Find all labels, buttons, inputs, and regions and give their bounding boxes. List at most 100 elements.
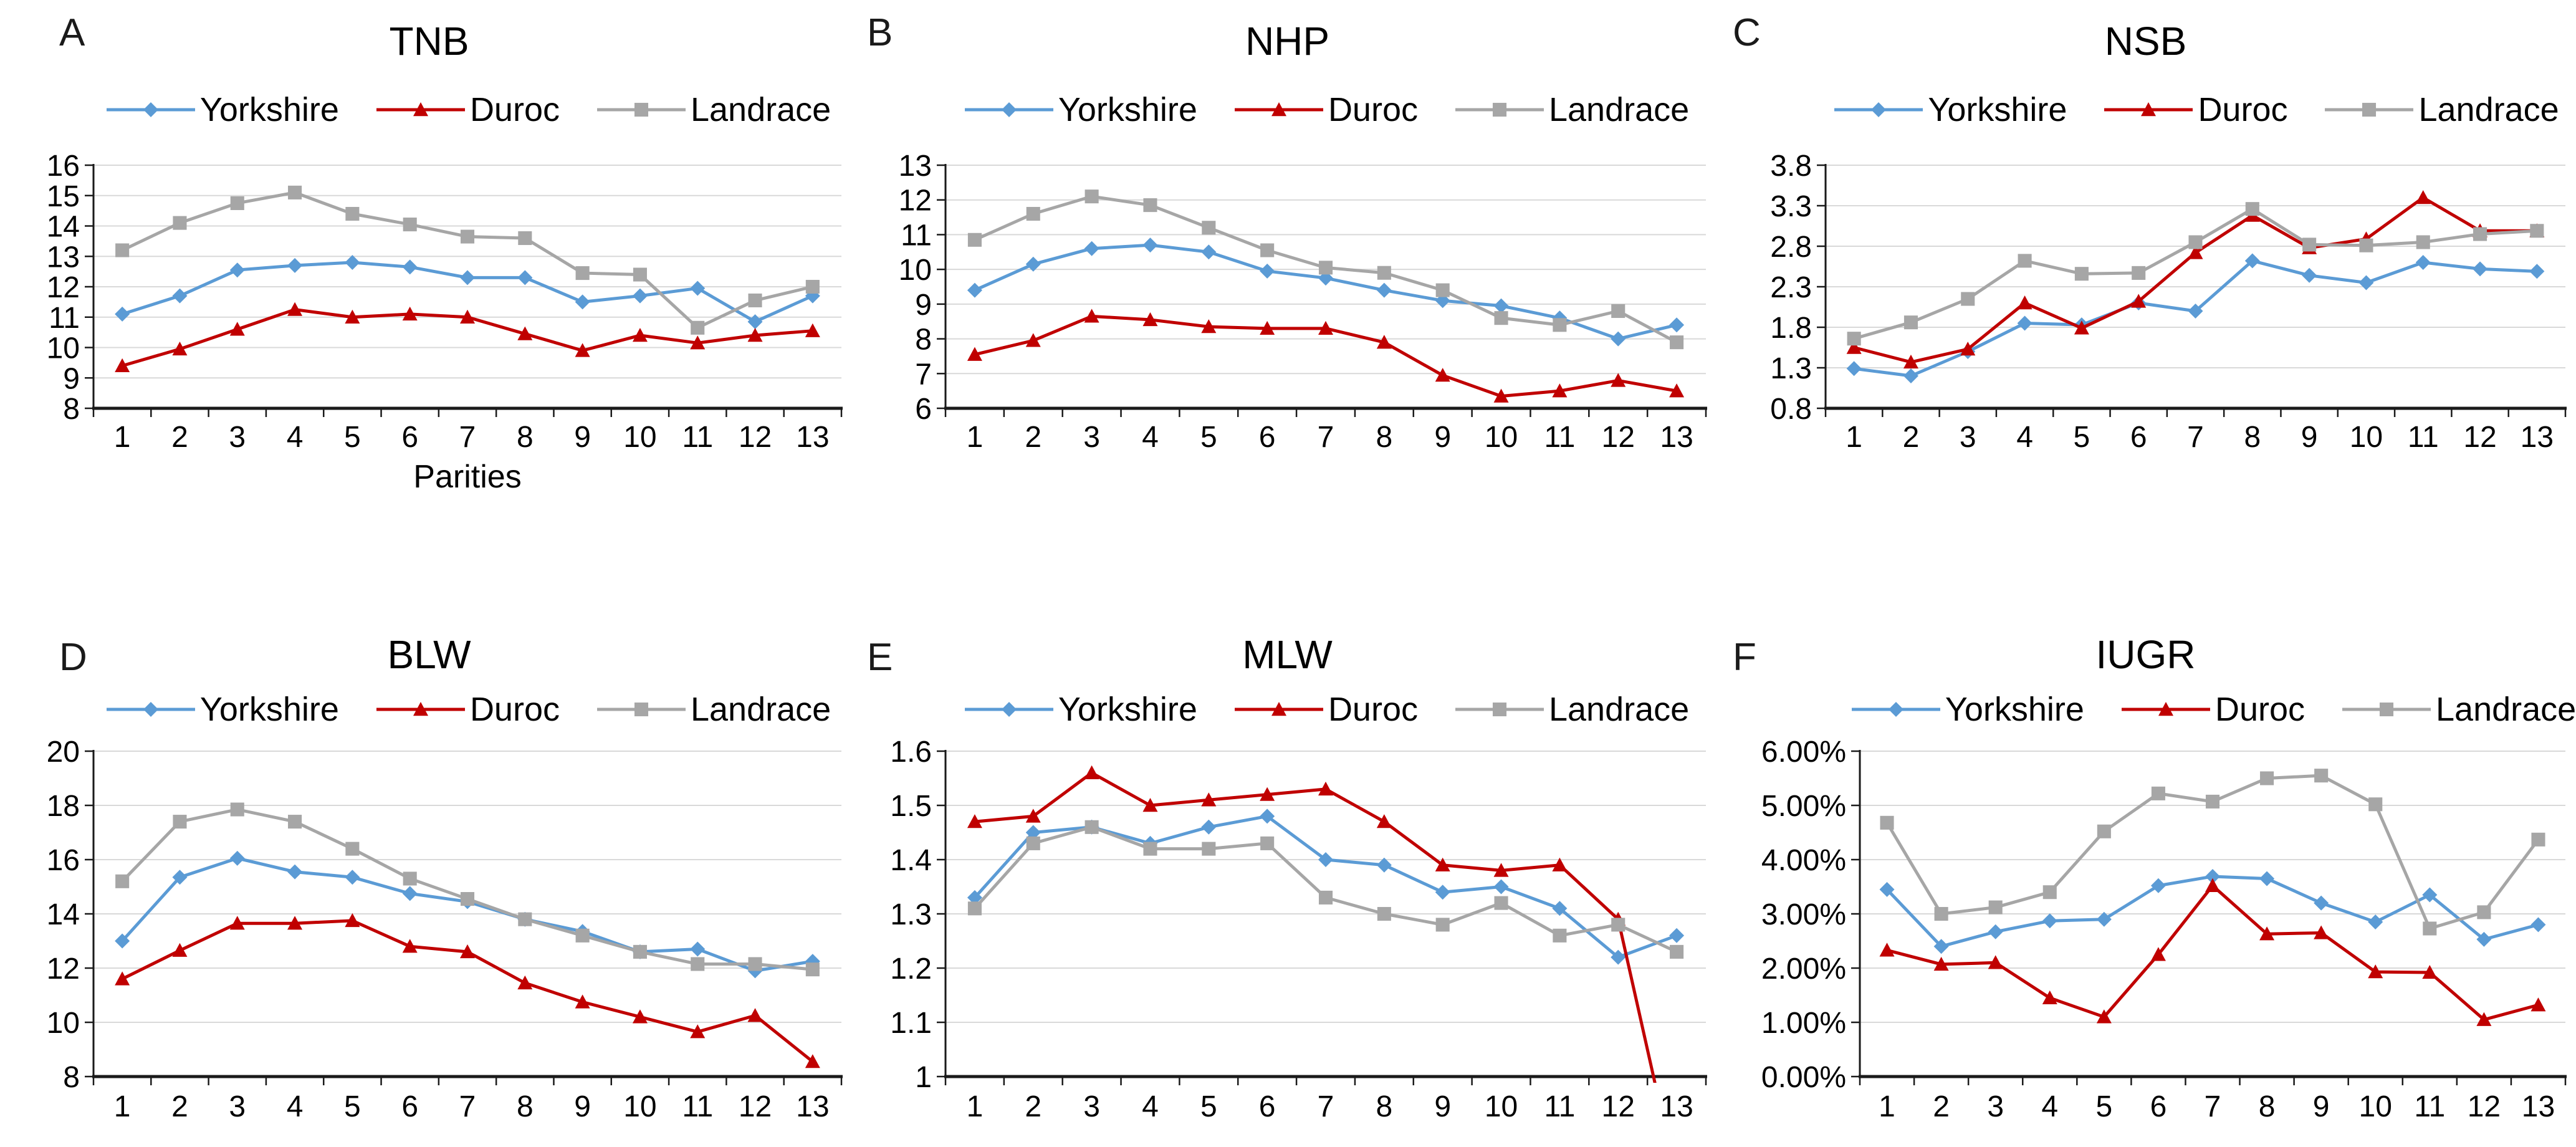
diamond-marker <box>1669 928 1685 943</box>
x-tick-label: 7 <box>459 1090 476 1123</box>
y-tick-label: 8 <box>63 1061 80 1094</box>
y-tick-label: 10 <box>47 332 80 365</box>
diamond-marker <box>172 288 188 304</box>
x-tick-labels: 1 2 3 4 5 6 7 8 9 10 11 12 13 <box>1846 421 2554 454</box>
legend-label: Duroc <box>469 691 560 728</box>
diamond-marker <box>287 257 303 273</box>
legend-item-yorkshire: Yorkshire <box>1832 91 2067 128</box>
x-tick-label: 9 <box>2313 1090 2330 1123</box>
triangle-marker <box>1271 102 1286 117</box>
triangle-marker <box>2422 964 2438 979</box>
legend-label: Landrace <box>690 91 831 128</box>
diamond-marker <box>345 870 360 885</box>
gridlines <box>1860 751 2565 1023</box>
y-tick-label: 12 <box>47 271 80 304</box>
duroc-triangle-marker-icon <box>2121 702 2210 716</box>
diamond-marker <box>402 886 418 901</box>
y-tick-label: 1 <box>915 1061 932 1094</box>
triangle-marker <box>632 1009 648 1024</box>
y-tick-label: 13 <box>899 150 932 183</box>
triangle-marker <box>172 943 188 957</box>
square-marker <box>2359 238 2373 252</box>
x-tick-label: 6 <box>1259 1090 1276 1123</box>
y-tick-label: 12 <box>899 185 932 218</box>
chart-panel-c: C NSB Yorkshire Duroc Landrace 0.8 1.3 1.8… <box>1717 0 2575 623</box>
x-tick-label: 9 <box>2301 421 2318 454</box>
square-marker <box>2368 797 2383 812</box>
x-tick-label: 1 <box>114 421 131 454</box>
x-axis <box>92 1075 843 1085</box>
square-marker <box>230 802 244 817</box>
x-axis <box>1824 406 2567 417</box>
triangle-marker <box>413 102 428 117</box>
x-tick-label: 4 <box>1142 421 1159 454</box>
legend-label: Duroc <box>469 91 560 128</box>
square-marker <box>2205 794 2220 809</box>
chart-title: MLW <box>1242 632 1333 677</box>
diamond-marker <box>1025 256 1041 272</box>
square-marker <box>633 944 647 959</box>
y-tick-label: 10 <box>899 254 932 287</box>
square-marker <box>288 815 302 829</box>
square-marker <box>230 196 244 210</box>
y-tick-label: 0.8 <box>1770 393 1812 426</box>
legend-item-landrace: Landrace <box>1453 91 1689 128</box>
x-tick-label: 8 <box>2244 421 2261 454</box>
panel-letter: C <box>1733 11 1761 54</box>
x-tick-label: 11 <box>682 1090 713 1123</box>
y-tick-label: 7 <box>915 358 932 391</box>
x-tick-label: 13 <box>2522 1090 2555 1123</box>
y-tick-label: 1.3 <box>1770 352 1812 385</box>
triangle-marker <box>747 328 763 342</box>
y-tick-label: 16 <box>47 150 80 183</box>
duroc-triangle-marker-icon <box>1234 702 1323 716</box>
square-marker <box>173 216 187 230</box>
y-tick-label: 11 <box>49 302 80 335</box>
triangle-marker <box>2141 102 2157 117</box>
triangle-marker <box>2205 878 2220 892</box>
x-tick-label: 3 <box>1083 421 1100 454</box>
diamond-marker <box>1260 809 1275 824</box>
x-tick-label: 7 <box>2187 421 2204 454</box>
x-tick-label: 3 <box>1960 421 1976 454</box>
x-tick-labels: 1 2 3 4 5 6 7 8 9 10 11 12 13 <box>1879 1090 2555 1123</box>
square-marker <box>1492 702 1507 717</box>
x-tick-label: 2 <box>1025 421 1041 454</box>
diamond-marker <box>2368 914 2383 930</box>
x-tick-label: 12 <box>1602 1090 1635 1123</box>
x-tick-label: 5 <box>1200 421 1217 454</box>
y-tick-label: 1.2 <box>890 953 932 986</box>
square-marker <box>1934 906 1948 921</box>
x-tick-label: 11 <box>1544 421 1575 454</box>
square-marker <box>748 293 762 307</box>
x-tick-label: 13 <box>796 421 829 454</box>
x-tick-label: 9 <box>1434 421 1451 454</box>
diamond-marker <box>2244 253 2260 269</box>
square-marker <box>2531 832 2545 847</box>
square-marker <box>1494 311 1508 325</box>
diamond-marker <box>1201 244 1217 260</box>
diamond-marker <box>747 314 763 330</box>
x-axis <box>944 406 1707 417</box>
square-marker <box>1260 243 1275 257</box>
y-tick-label: 3.8 <box>1770 150 1812 183</box>
y-axis <box>85 164 95 410</box>
square-marker <box>1026 206 1040 221</box>
triangle-marker <box>1933 956 1949 971</box>
x-tick-label: 6 <box>2150 1090 2167 1123</box>
legend-item-yorkshire: Yorkshire <box>1849 691 2084 728</box>
diamond-marker <box>1142 238 1158 253</box>
y-tick-label: 1.3 <box>890 898 932 931</box>
triangle-marker <box>2042 990 2057 1005</box>
landrace-square-marker-icon <box>1455 102 1544 117</box>
square-marker <box>1435 918 1450 932</box>
square-marker <box>967 233 982 247</box>
x-tick-label: 13 <box>2521 421 2554 454</box>
iugr-line-chart: 0.00%1.00%2.00%3.00%4.00%5.00%6.00%1 2 3 4 5… <box>1761 736 2567 1123</box>
square-marker <box>1553 318 1567 332</box>
x-tick-label: 8 <box>1376 1090 1392 1123</box>
x-tick-label: 2 <box>1903 421 1920 454</box>
square-marker <box>1143 842 1157 856</box>
chart-panel-b: B NHP Yorkshire Duroc Landrace 6 7 8 9 10 11 1… <box>858 0 1717 623</box>
diamond-marker <box>2531 917 2546 933</box>
